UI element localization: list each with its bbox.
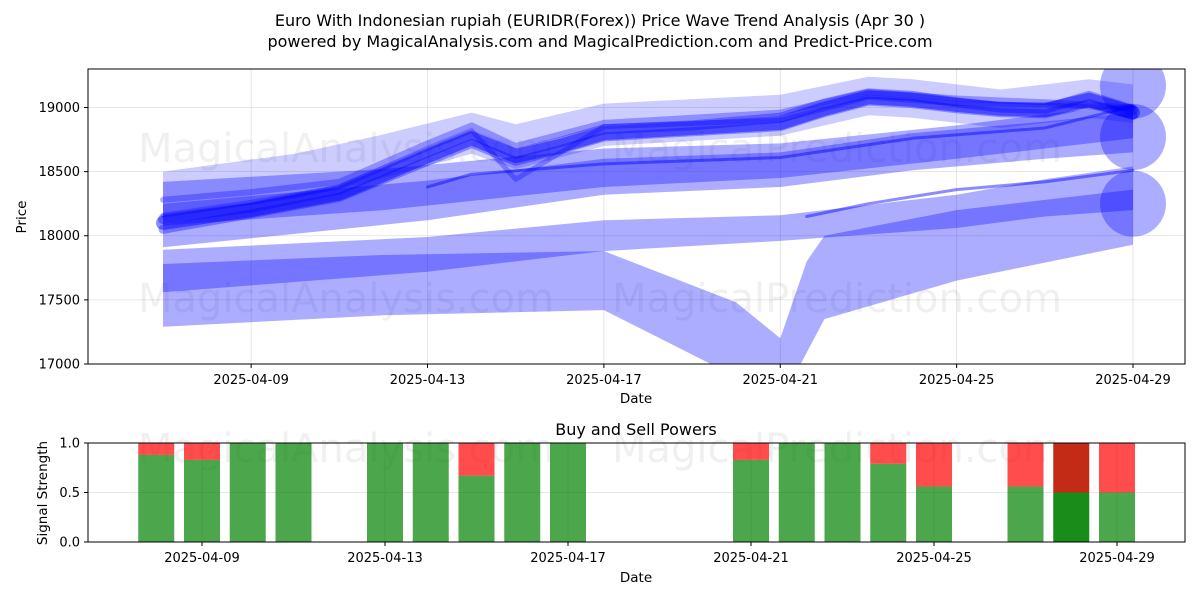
signal-x-tick-label: 2025-04-29 bbox=[1079, 551, 1155, 566]
watermark-analysis-lower: MagicalAnalysis.com bbox=[138, 276, 554, 322]
price-y-axis-label: Price bbox=[14, 201, 30, 234]
sell-power-bar bbox=[458, 443, 495, 476]
price-x-tick-label: 2025-04-09 bbox=[213, 373, 289, 388]
buy-power-bar bbox=[916, 486, 952, 542]
buy-power-bar bbox=[1007, 486, 1044, 542]
sell-power-bar bbox=[733, 443, 769, 460]
price-x-axis-label: Date bbox=[620, 391, 652, 407]
buy-power-bar bbox=[1053, 492, 1090, 542]
sell-power-bar bbox=[1007, 443, 1044, 487]
price-wave-line bbox=[160, 89, 1136, 203]
price-wave-line bbox=[805, 168, 1135, 218]
price-x-tick-label: 2025-04-13 bbox=[390, 373, 466, 388]
buy-power-bar bbox=[778, 443, 815, 542]
price-wave-line bbox=[158, 88, 1138, 225]
price-x-tick-label: 2025-04-21 bbox=[742, 373, 818, 388]
price-wave-line bbox=[426, 104, 1135, 189]
price-lines bbox=[156, 88, 1140, 234]
price-band bbox=[163, 112, 1133, 248]
price-x-tick-label: 2025-04-25 bbox=[919, 373, 995, 388]
price-x-tick-label: 2025-04-29 bbox=[1095, 373, 1171, 388]
price-endpoint-circle bbox=[1100, 69, 1166, 119]
price-wave-line bbox=[158, 96, 1138, 234]
signal-y-tick-label: 0.0 bbox=[59, 536, 80, 551]
price-y-tick-label: 18000 bbox=[39, 229, 80, 244]
price-y-ticks: 17000 17500 18000 18500 19000 bbox=[39, 101, 88, 373]
sell-power-bar bbox=[870, 443, 907, 464]
price-band bbox=[163, 166, 1133, 293]
buy-power-bar bbox=[229, 443, 266, 542]
chart-title-line2: powered by MagicalAnalysis.com and Magic… bbox=[267, 32, 932, 51]
sell-power-bar bbox=[1099, 443, 1135, 493]
buy-power-bar bbox=[733, 459, 769, 542]
price-wave-line bbox=[160, 94, 1136, 218]
buy-power-bar bbox=[870, 463, 907, 542]
signal-bars bbox=[138, 443, 1135, 542]
price-band bbox=[163, 103, 1133, 226]
sell-power-bar bbox=[138, 443, 175, 455]
price-endpoint-circle bbox=[1100, 170, 1166, 237]
signal-x-axis-label: Date bbox=[620, 570, 652, 586]
price-endpoint-circle bbox=[1100, 103, 1166, 170]
buy-power-bar bbox=[824, 443, 861, 542]
price-endpoint-circles bbox=[1100, 69, 1166, 237]
buy-power-bar bbox=[275, 443, 312, 542]
price-y-tick-label: 17500 bbox=[39, 293, 80, 308]
price-y-tick-label: 17000 bbox=[39, 358, 80, 373]
buy-power-bar bbox=[1099, 492, 1135, 542]
price-bands bbox=[163, 76, 1133, 364]
buy-power-bar bbox=[550, 443, 586, 542]
price-band bbox=[163, 189, 1133, 364]
signal-y-tick-label: 1.0 bbox=[59, 437, 80, 452]
signal-y-tick-label: 0.5 bbox=[59, 486, 80, 501]
sell-power-bar bbox=[916, 443, 952, 487]
signal-x-tick-label: 2025-04-09 bbox=[164, 551, 240, 566]
sell-power-bar bbox=[1053, 443, 1090, 493]
price-wave-line bbox=[156, 90, 1140, 230]
signal-y-axis-label: Signal Strength bbox=[35, 441, 51, 545]
signal-x-ticks: 2025-04-09 2025-04-13 2025-04-17 2025-04-21… bbox=[164, 542, 1155, 566]
buy-power-bar bbox=[504, 443, 541, 542]
buy-power-bar bbox=[367, 443, 403, 542]
signal-x-tick-label: 2025-04-25 bbox=[896, 551, 972, 566]
buy-power-bar bbox=[184, 459, 220, 542]
buy-power-bar bbox=[412, 443, 449, 542]
price-y-tick-label: 19000 bbox=[39, 101, 80, 116]
price-watermarks: MagicalAnalysis.com MagicalPrediction.co… bbox=[138, 126, 1062, 322]
watermark-prediction: MagicalPrediction.com bbox=[612, 126, 1062, 172]
price-x-tick-label: 2025-04-17 bbox=[566, 373, 642, 388]
chart-title-line1: Euro With Indonesian rupiah (EURIDR(Fore… bbox=[275, 11, 925, 30]
price-wave-panel: MagicalAnalysis.com MagicalPrediction.co… bbox=[14, 68, 1186, 407]
buy-power-bar bbox=[138, 454, 175, 542]
sell-power-bar bbox=[184, 443, 220, 460]
buy-sell-title: Buy and Sell Powers bbox=[555, 420, 717, 439]
signal-x-tick-label: 2025-04-13 bbox=[347, 551, 423, 566]
price-plot-frame bbox=[87, 68, 1186, 365]
price-x-ticks: 2025-04-09 2025-04-13 2025-04-17 2025-04-21… bbox=[213, 364, 1171, 388]
watermark-analysis: MagicalAnalysis.com bbox=[138, 126, 554, 172]
buy-sell-panel: Buy and Sell Powers MagicalAnalysis.com … bbox=[35, 420, 1186, 586]
watermark-prediction-lower: MagicalPrediction.com bbox=[612, 276, 1062, 322]
signal-x-tick-label: 2025-04-21 bbox=[713, 551, 789, 566]
price-y-tick-label: 18500 bbox=[39, 165, 80, 180]
signal-y-ticks: 0.0 0.5 1.0 bbox=[59, 437, 88, 551]
buy-power-bar bbox=[458, 475, 495, 542]
signal-x-tick-label: 2025-04-17 bbox=[530, 551, 606, 566]
price-band bbox=[163, 76, 1133, 217]
